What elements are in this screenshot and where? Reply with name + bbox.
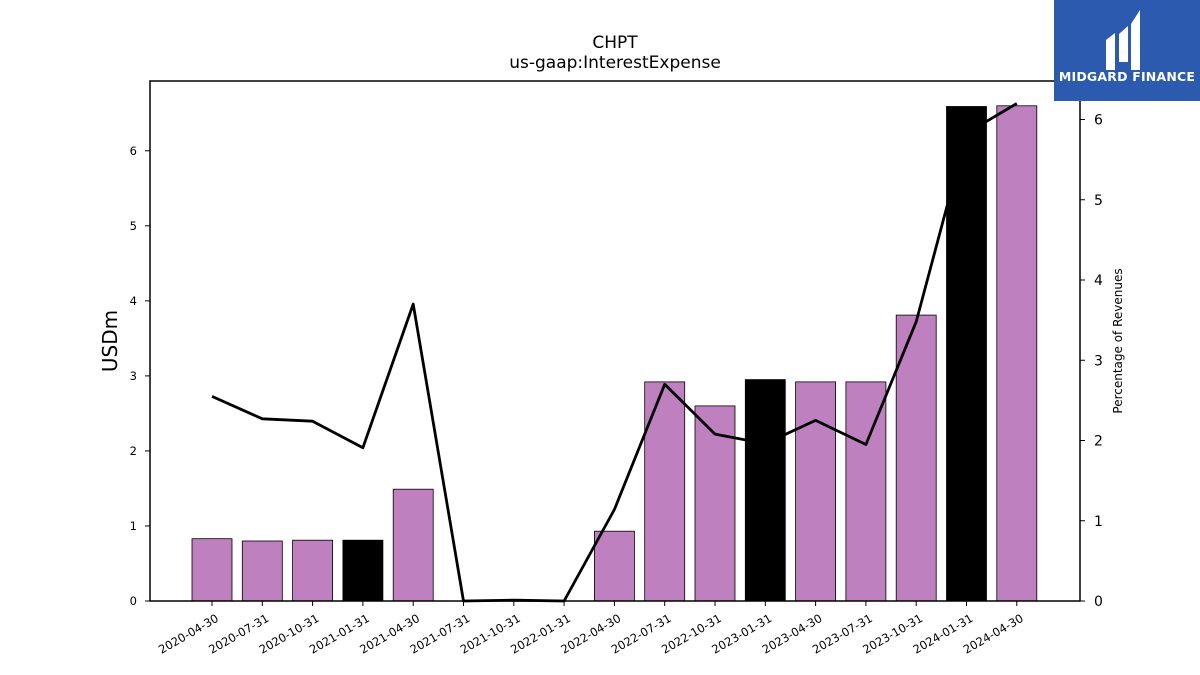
- bar-2020-10-31: [292, 539, 334, 602]
- brand-logo: MIDGARD FINANCE: [1054, 0, 1200, 101]
- y-tick-label: 3: [130, 369, 137, 383]
- y2-tick-label: 3: [1094, 353, 1103, 369]
- brand-logo-text: MIDGARD FINANCE: [1058, 69, 1196, 84]
- bar-2020-04-30: [191, 538, 233, 602]
- y2-axis-label: Percentage of Revenues: [1111, 268, 1125, 413]
- y2-tick-label: 0: [1094, 594, 1103, 610]
- revenue-percentage-line: [211, 102, 1018, 603]
- y-tick-label: 0: [130, 594, 137, 608]
- plot-frame: [149, 80, 1081, 602]
- chart-title: CHPT: [592, 33, 638, 53]
- bar-2024-01-31: [946, 106, 987, 602]
- bar-2022-10-31: [694, 405, 736, 602]
- line-layer: [211, 102, 1018, 603]
- y-tick-label: 5: [130, 219, 137, 233]
- y-axis-right: 0 1 2 3 4 5 6: [1080, 113, 1103, 610]
- bar-2023-07-31: [845, 381, 887, 602]
- y2-tick-label: 4: [1094, 273, 1103, 289]
- y-axis-label: USDm: [98, 310, 122, 372]
- bar-2023-04-30: [795, 381, 836, 602]
- y-tick-label: 6: [130, 144, 137, 158]
- y-axis-left: 0 1 2 3 4 5 6: [130, 144, 150, 608]
- bar-2021-01-31: [342, 539, 384, 602]
- y2-tick-label: 6: [1094, 113, 1103, 129]
- x-axis: 2020-04-302020-07-312020-10-312021-01-31…: [156, 601, 1026, 657]
- midgard-logo-icon: [1106, 10, 1140, 70]
- bar-2023-01-31: [744, 379, 786, 602]
- y2-tick-label: 1: [1094, 514, 1103, 530]
- chart-subtitle: us-gaap:InterestExpense: [509, 53, 721, 73]
- y2-tick-label: 5: [1094, 193, 1103, 209]
- y2-tick-label: 2: [1094, 434, 1103, 450]
- bar-2022-04-30: [594, 530, 635, 602]
- y-tick-label: 2: [130, 444, 137, 458]
- y-tick-label: 4: [130, 294, 137, 308]
- bars: [191, 105, 1038, 602]
- bar-2022-07-31: [644, 381, 686, 602]
- y-tick-label: 1: [130, 519, 137, 533]
- bar-2021-04-30: [392, 488, 434, 602]
- bar-2024-04-30: [996, 105, 1038, 602]
- bar-2020-07-31: [241, 540, 283, 602]
- bar-2023-10-31: [895, 314, 937, 602]
